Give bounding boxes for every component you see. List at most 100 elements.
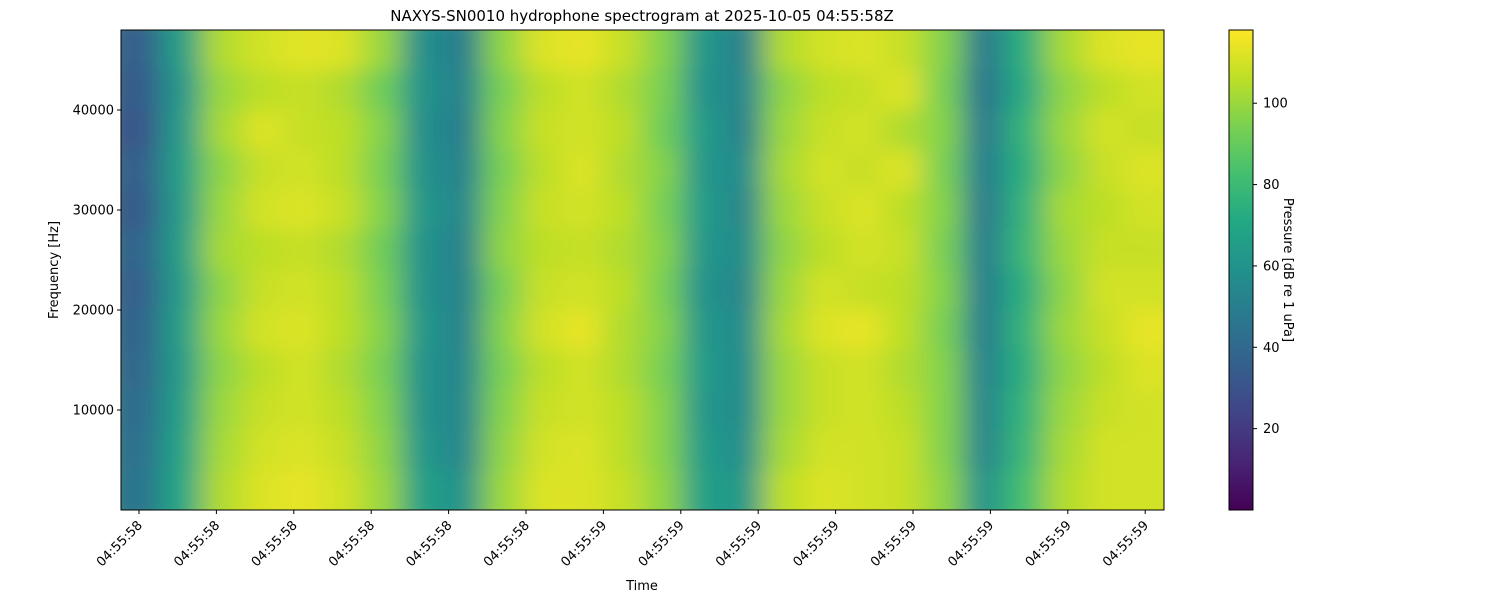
heatmap-cell xyxy=(843,390,885,431)
heatmap-cell xyxy=(241,230,283,271)
heatmap-cell xyxy=(522,190,564,231)
heatmap-cell xyxy=(883,270,925,311)
heatmap-cell xyxy=(682,310,724,351)
y-tick-label: 10000 xyxy=(73,404,114,419)
heatmap-cell xyxy=(802,110,845,151)
heatmap-cell xyxy=(241,390,283,431)
heatmap-cell xyxy=(441,470,484,510)
heatmap-cell xyxy=(321,110,363,151)
heatmap-cell xyxy=(963,350,1005,391)
heatmap-cell xyxy=(121,190,163,231)
heatmap-cell xyxy=(642,190,684,231)
heatmap-cell xyxy=(1043,110,1085,151)
heatmap-cell xyxy=(1083,470,1125,510)
heatmap-cell xyxy=(1003,110,1045,151)
heatmap-cell xyxy=(482,150,524,191)
y-tick-label: 40000 xyxy=(73,104,114,119)
heatmap-cell xyxy=(241,430,283,471)
heatmap-cell xyxy=(1003,470,1045,510)
x-tick-label: 04:55:58 xyxy=(326,518,378,570)
heatmap-cell xyxy=(522,430,564,471)
heatmap-cell xyxy=(642,310,684,351)
heatmap-cell xyxy=(642,230,684,271)
heatmap-cell xyxy=(923,190,965,231)
heatmap-cell xyxy=(161,470,203,510)
heatmap-cell xyxy=(281,110,323,151)
heatmap-cell xyxy=(201,430,243,471)
heatmap-cell xyxy=(802,270,845,311)
heatmap-cell xyxy=(1123,430,1164,471)
x-tick-label: 04:55:59 xyxy=(1023,518,1075,570)
heatmap-cell xyxy=(1123,390,1164,431)
heatmap-cell xyxy=(602,30,644,71)
heatmap-cell xyxy=(201,310,243,351)
heatmap-cell xyxy=(361,150,403,191)
heatmap-cell xyxy=(241,110,283,151)
heatmap-cell xyxy=(522,310,564,351)
colorbar-tick-label: 40 xyxy=(1263,341,1280,356)
heatmap-cell xyxy=(482,30,524,71)
heatmap-cell xyxy=(923,110,965,151)
heatmap-cell xyxy=(1043,190,1085,231)
heatmap-cell xyxy=(762,270,804,311)
colorbar-tick-label: 100 xyxy=(1263,97,1288,112)
heatmap-cell xyxy=(241,270,283,311)
heatmap-cell xyxy=(522,30,564,71)
heatmap-cell xyxy=(963,470,1005,510)
heatmap-cell xyxy=(682,470,724,510)
heatmap-cell xyxy=(682,390,724,431)
heatmap-cell xyxy=(722,270,764,311)
heatmap-cell xyxy=(121,230,163,271)
heatmap-cell xyxy=(281,350,323,391)
heatmap-cell xyxy=(482,110,524,151)
heatmap-cell xyxy=(201,70,243,111)
heatmap-cell xyxy=(241,190,283,231)
heatmap-cell xyxy=(321,30,363,71)
heatmap-cell xyxy=(241,310,283,351)
heatmap-cell xyxy=(482,270,524,311)
heatmap-cell xyxy=(161,30,203,71)
heatmap-cell xyxy=(883,350,925,391)
heatmap-cell xyxy=(401,70,443,111)
heatmap-cell xyxy=(722,230,764,271)
chart-title: NAXYS-SN0010 hydrophone spectrogram at 2… xyxy=(390,7,894,25)
heatmap-cell xyxy=(1083,230,1125,271)
heatmap-cell xyxy=(883,230,925,271)
heatmap-cell xyxy=(883,470,925,510)
heatmap-cell xyxy=(522,270,564,311)
heatmap-cell xyxy=(161,350,203,391)
heatmap-cell xyxy=(562,30,604,71)
heatmap-cell xyxy=(1083,430,1125,471)
heatmap-cell xyxy=(802,230,845,271)
heatmap-cell xyxy=(562,310,604,351)
heatmap-cell xyxy=(602,390,644,431)
heatmap-cell xyxy=(1083,190,1125,231)
heatmap-cell xyxy=(1003,190,1045,231)
heatmap-cell xyxy=(361,390,403,431)
heatmap-cell xyxy=(201,270,243,311)
heatmap-cell xyxy=(241,70,283,111)
heatmap-cell xyxy=(281,470,323,510)
heatmap-cell xyxy=(321,230,363,271)
heatmap-cell xyxy=(1043,470,1085,510)
heatmap-cell xyxy=(321,470,363,510)
heatmap-cell xyxy=(522,150,564,191)
heatmap-cell xyxy=(321,70,363,111)
heatmap-cell xyxy=(321,350,363,391)
heatmap-cell xyxy=(1123,310,1164,351)
heatmap-cell xyxy=(121,390,163,431)
heatmap-cell xyxy=(121,350,163,391)
heatmap-cell xyxy=(161,270,203,311)
heatmap-cell xyxy=(682,190,724,231)
heatmap-cell xyxy=(1043,150,1085,191)
heatmap-cell xyxy=(1123,470,1164,510)
heatmap-cell xyxy=(762,390,804,431)
heatmap-cell xyxy=(161,150,203,191)
heatmap-cell xyxy=(722,70,764,111)
heatmap-cell xyxy=(602,230,644,271)
heatmap-cell xyxy=(802,350,845,391)
heatmap-cell xyxy=(1083,270,1125,311)
heatmap-cell xyxy=(843,70,885,111)
heatmap-cell xyxy=(161,110,203,151)
heatmap-cell xyxy=(1043,390,1085,431)
